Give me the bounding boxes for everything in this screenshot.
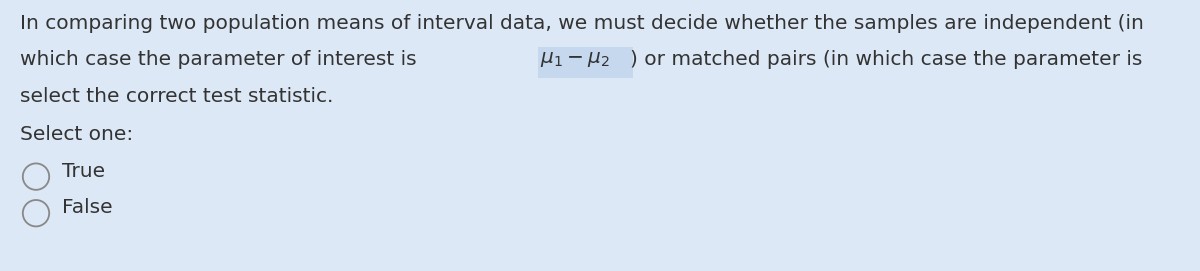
Text: ) or matched pairs (in which case the parameter is: ) or matched pairs (in which case the pa… [630,50,1148,69]
Text: select the correct test statistic.: select the correct test statistic. [20,87,334,106]
Text: which case the parameter of interest is: which case the parameter of interest is [20,50,424,69]
Text: In comparing two population means of interval data, we must decide whether the s: In comparing two population means of int… [20,14,1145,33]
FancyBboxPatch shape [538,47,632,78]
Text: $\mu_1 - \mu_2$: $\mu_1 - \mu_2$ [540,50,610,69]
Text: True: True [62,162,106,181]
Text: False: False [62,198,113,217]
Text: Select one:: Select one: [20,125,133,144]
